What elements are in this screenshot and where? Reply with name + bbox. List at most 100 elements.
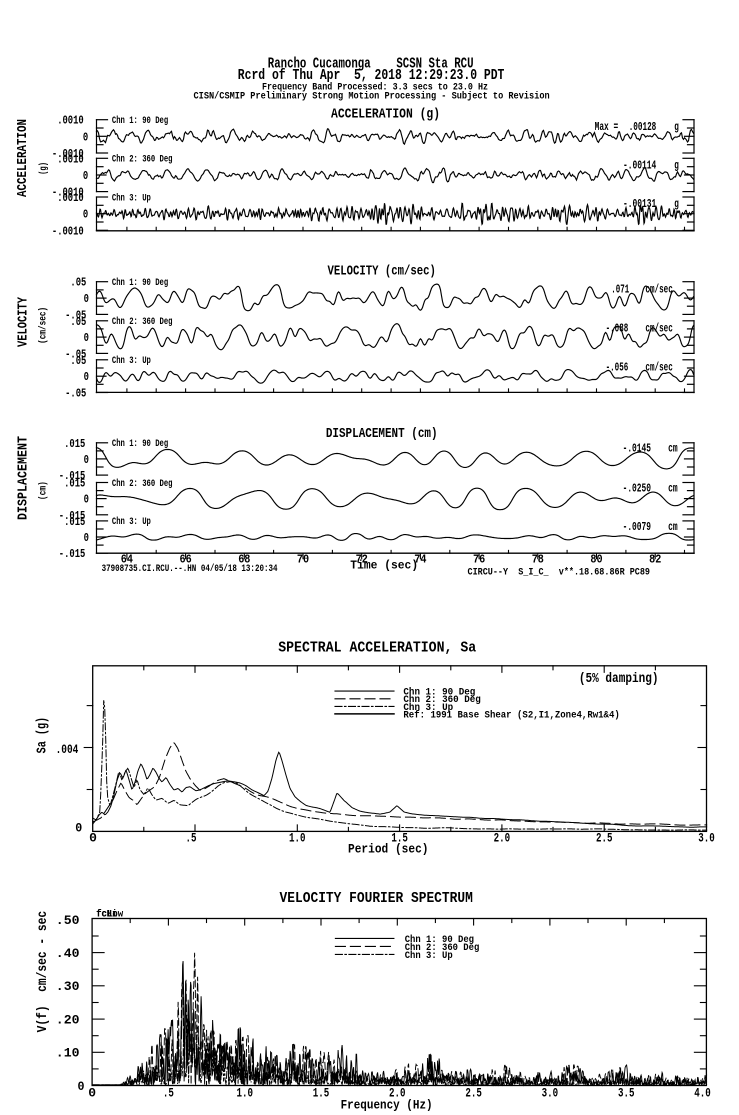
svg-text:0: 0 bbox=[83, 209, 88, 222]
svg-text:-.00131: -.00131 bbox=[623, 198, 656, 211]
svg-text:-.05: -.05 bbox=[65, 388, 86, 401]
svg-text:72: 72 bbox=[356, 554, 368, 567]
svg-text:64: 64 bbox=[121, 554, 133, 567]
svg-text:0: 0 bbox=[89, 831, 97, 846]
svg-text:Rancho Cucamonga SCSN Sta R: Rancho Cucamonga SCSN Sta RCU bbox=[268, 56, 474, 72]
svg-text:0: 0 bbox=[84, 454, 89, 467]
svg-text:ACCELERATION (g): ACCELERATION (g) bbox=[331, 107, 440, 123]
svg-text:VELOCITY (cm/sec): VELOCITY (cm/sec) bbox=[328, 264, 436, 280]
svg-text:Chn 2: 360 Deg: Chn 2: 360 Deg bbox=[403, 694, 480, 706]
svg-text:0: 0 bbox=[78, 1079, 85, 1094]
svg-text:0: 0 bbox=[84, 494, 89, 507]
svg-text:.05: .05 bbox=[70, 316, 86, 329]
svg-text:cm: cm bbox=[668, 443, 678, 456]
svg-text:cm/sec: cm/sec bbox=[645, 283, 672, 296]
svg-text:70: 70 bbox=[297, 554, 309, 567]
svg-text:.015: .015 bbox=[64, 516, 85, 529]
svg-text:fcLow: fcLow bbox=[96, 909, 123, 921]
svg-text:Chn 1: 90 Deg: Chn 1: 90 Deg bbox=[112, 115, 168, 126]
svg-text:-.00114: -.00114 bbox=[623, 159, 656, 172]
svg-text:.5: .5 bbox=[163, 1086, 174, 1101]
svg-text:.015: .015 bbox=[64, 438, 85, 451]
svg-text:V(f) cm/sec - sec: V(f) cm/sec - sec bbox=[35, 911, 51, 1033]
svg-text:CIRCU--Y S_I_C_ v**.18.68.86: CIRCU--Y S_I_C_ v**.18.68.86R PC89 bbox=[468, 567, 651, 579]
svg-text:-.015: -.015 bbox=[59, 548, 86, 561]
svg-text:-.05: -.05 bbox=[65, 348, 86, 361]
svg-text:-.05: -.05 bbox=[65, 309, 86, 322]
svg-text:(cm/sec): (cm/sec) bbox=[38, 307, 50, 344]
svg-text:.20: .20 bbox=[56, 1013, 80, 1028]
svg-text:78: 78 bbox=[532, 554, 544, 567]
svg-text:fcHi: fcHi bbox=[96, 909, 117, 921]
svg-text:0: 0 bbox=[83, 170, 88, 183]
svg-text:-.0010: -.0010 bbox=[52, 225, 84, 238]
svg-text:Sa (g): Sa (g) bbox=[35, 717, 51, 754]
svg-text:-.088: -.088 bbox=[606, 322, 629, 335]
svg-text:3.5: 3.5 bbox=[618, 1086, 635, 1101]
svg-text:cm: cm bbox=[668, 521, 678, 534]
svg-text:.5: .5 bbox=[186, 830, 197, 845]
svg-text:0: 0 bbox=[88, 1086, 96, 1101]
svg-text:g: g bbox=[674, 121, 679, 134]
svg-text:.0010: .0010 bbox=[57, 115, 84, 128]
svg-text:Time (sec): Time (sec) bbox=[350, 559, 418, 573]
svg-text:DISPLACEMENT: DISPLACEMENT bbox=[16, 436, 32, 520]
svg-text:Chn 2: 360 Deg: Chn 2: 360 Deg bbox=[405, 942, 480, 954]
svg-text:Chn 1: 90 Deg: Chn 1: 90 Deg bbox=[112, 277, 168, 288]
svg-text:-.015: -.015 bbox=[59, 510, 86, 523]
svg-text:.0010: .0010 bbox=[57, 192, 84, 205]
svg-text:-.015: -.015 bbox=[59, 470, 86, 483]
svg-text:0: 0 bbox=[75, 820, 82, 835]
svg-text:VELOCITY: VELOCITY bbox=[16, 297, 32, 347]
svg-text:Chn 3: Up: Chn 3: Up bbox=[112, 192, 151, 203]
svg-text:74: 74 bbox=[414, 554, 426, 567]
svg-text:cm/sec: cm/sec bbox=[645, 322, 672, 335]
svg-text:2.0: 2.0 bbox=[494, 830, 511, 845]
svg-text:.071: .071 bbox=[611, 283, 629, 296]
svg-text:Chn 3: Up: Chn 3: Up bbox=[403, 702, 453, 714]
svg-text:.30: .30 bbox=[56, 979, 80, 994]
svg-text:Period (sec): Period (sec) bbox=[348, 843, 429, 857]
svg-text:.00128: .00128 bbox=[629, 121, 657, 134]
svg-text:37908735.CI.RCU.--.HN 04/05/18: 37908735.CI.RCU.--.HN 04/05/18 13:20:34 bbox=[102, 563, 278, 575]
svg-text:(cm): (cm) bbox=[38, 481, 50, 500]
svg-text:.10: .10 bbox=[56, 1046, 80, 1061]
svg-text:76: 76 bbox=[473, 554, 485, 567]
svg-text:1.0: 1.0 bbox=[289, 830, 306, 845]
svg-text:-.0010: -.0010 bbox=[52, 187, 84, 200]
svg-text:Ref: 1991 Base Shear (S2,I1,Zo: Ref: 1991 Base Shear (S2,I1,Zone4,Rw1&4) bbox=[403, 709, 619, 721]
svg-text:80: 80 bbox=[590, 554, 602, 567]
svg-text:DISPLACEMENT (cm): DISPLACEMENT (cm) bbox=[326, 426, 438, 442]
svg-text:Chn 1: 90 Deg: Chn 1: 90 Deg bbox=[403, 687, 475, 699]
svg-text:Frequency (Hz): Frequency (Hz) bbox=[341, 1099, 433, 1113]
svg-text:.05: .05 bbox=[70, 277, 86, 290]
svg-text:Chn 2: 360 Deg: Chn 2: 360 Deg bbox=[112, 478, 173, 489]
svg-text:g: g bbox=[674, 198, 679, 211]
svg-text:.004: .004 bbox=[56, 742, 79, 757]
svg-text:-.0079: -.0079 bbox=[623, 521, 651, 534]
svg-text:-.0145: -.0145 bbox=[623, 443, 651, 456]
svg-text:2.0: 2.0 bbox=[389, 1086, 406, 1101]
svg-text:2.5: 2.5 bbox=[596, 830, 613, 845]
svg-text:Chn 1: 90 Deg: Chn 1: 90 Deg bbox=[405, 934, 474, 946]
svg-text:68: 68 bbox=[238, 554, 250, 567]
svg-text:.05: .05 bbox=[70, 355, 86, 368]
svg-text:1.5: 1.5 bbox=[391, 830, 408, 845]
svg-text:g: g bbox=[674, 159, 679, 172]
svg-text:CISN/CSMIP Preliminary Strong: CISN/CSMIP Preliminary Strong Motion Pro… bbox=[194, 91, 550, 103]
svg-text:Chn 1: 90 Deg: Chn 1: 90 Deg bbox=[112, 438, 168, 449]
svg-text:cm/sec: cm/sec bbox=[645, 362, 672, 375]
svg-text:0: 0 bbox=[84, 332, 89, 345]
svg-text:Chn 2: 360 Deg: Chn 2: 360 Deg bbox=[112, 154, 173, 165]
svg-text:.50: .50 bbox=[56, 913, 80, 928]
svg-text:Chn 3: Up: Chn 3: Up bbox=[112, 355, 151, 366]
svg-text:66: 66 bbox=[180, 554, 192, 567]
svg-text:82: 82 bbox=[649, 554, 661, 567]
svg-text:(5% damping): (5% damping) bbox=[579, 671, 659, 687]
svg-text:ACCELERATION: ACCELERATION bbox=[15, 119, 31, 197]
svg-text:0: 0 bbox=[84, 293, 89, 306]
svg-text:Frequency Band Processed: 3.3: Frequency Band Processed: 3.3 secs to 23… bbox=[262, 82, 488, 94]
svg-text:Chn 3: Up: Chn 3: Up bbox=[112, 516, 151, 527]
svg-text:.0010: .0010 bbox=[57, 153, 84, 166]
svg-text:-.0010: -.0010 bbox=[52, 148, 84, 161]
